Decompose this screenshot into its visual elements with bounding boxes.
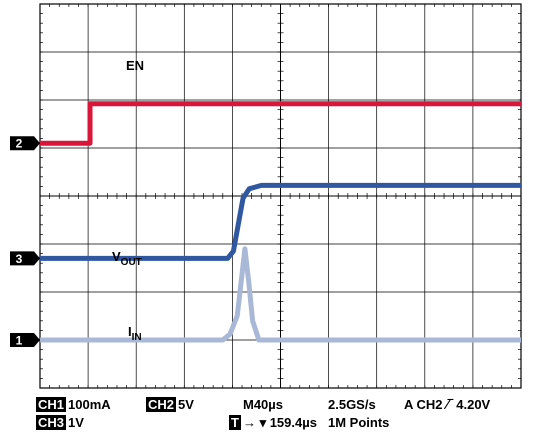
trigger-position: T → ▾ 159.4µs bbox=[229, 415, 317, 430]
traces bbox=[40, 101, 521, 343]
trigger-tag: T bbox=[229, 415, 241, 430]
label-ch2: EN bbox=[126, 58, 144, 73]
trace-ch2 bbox=[40, 101, 521, 146]
ch2-tag: CH2 bbox=[146, 397, 177, 412]
channel-markers: 2 3 1 bbox=[10, 136, 40, 348]
trace-labels: EN VOUT IIN bbox=[112, 58, 144, 343]
footer-row-1: CH1 100mA bbox=[36, 397, 111, 412]
ch2-label: CH2 5V bbox=[146, 397, 194, 412]
ch1-tag: CH1 bbox=[36, 397, 67, 412]
ch1-scale: 100mA bbox=[68, 397, 111, 412]
marker-ch1 bbox=[10, 333, 40, 347]
marker-label-ch3: 3 bbox=[16, 252, 23, 266]
marker-ch2 bbox=[10, 136, 40, 151]
marker-label-ch2: 2 bbox=[16, 137, 23, 151]
label-ch1: IIN bbox=[128, 324, 142, 343]
trace-ch1 bbox=[40, 246, 521, 343]
marker-label-ch1: 1 bbox=[16, 334, 23, 348]
trace-ch3 bbox=[40, 182, 521, 261]
ch2-scale: 5V bbox=[178, 397, 194, 412]
ch3-scale: 1V bbox=[68, 415, 84, 430]
record-length: 1M Points bbox=[328, 415, 390, 430]
label-ch3: VOUT bbox=[112, 249, 142, 268]
sample-rate: 2.5GS/s bbox=[328, 397, 376, 412]
ch3-tag: CH3 bbox=[36, 415, 67, 430]
marker-ch3 bbox=[10, 251, 40, 266]
graticule bbox=[39, 3, 522, 389]
ch3-label: CH3 1V bbox=[36, 415, 84, 430]
trigger-offset: → ▾ 159.4µs bbox=[242, 415, 317, 430]
trigger-setting: A CH2 ∕‾ 4.20V bbox=[404, 397, 491, 412]
timebase: M40µs bbox=[243, 397, 284, 412]
